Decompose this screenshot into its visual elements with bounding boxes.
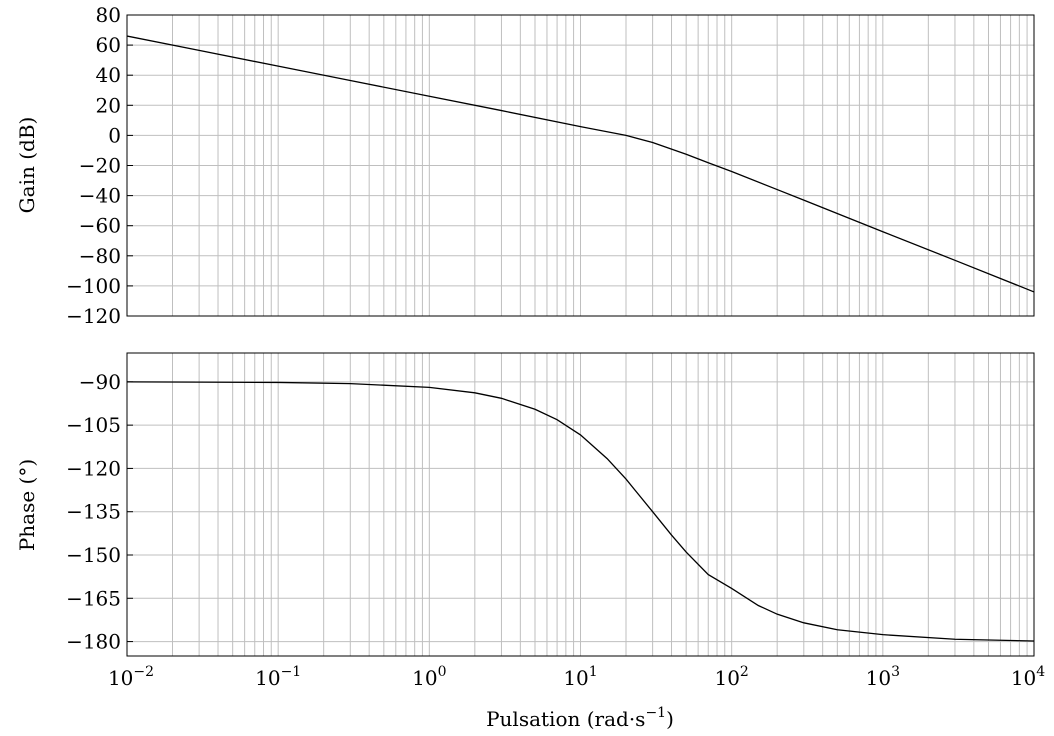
gain-grid	[127, 15, 1034, 316]
phase-curve	[126, 381, 1035, 642]
gain-y-tick-label: 0	[108, 123, 121, 147]
gain-panel: 80 60 40 20 0 −20 −40 −60 −80 −100 −120	[66, 3, 1035, 328]
gain-y-tick-label: −60	[79, 214, 121, 238]
gain-y-tick-label: 20	[96, 93, 121, 117]
phase-y-tick-label: −135	[66, 500, 121, 524]
gain-y-tick-label: −120	[66, 304, 121, 328]
phase-x-tick-label: 102	[714, 664, 748, 690]
phase-y-tick-label: −90	[79, 370, 121, 394]
gain-y-tick-label: −20	[79, 154, 121, 178]
gain-curve	[126, 35, 1035, 293]
x-axis-title: Pulsation (rad·s−1)	[486, 705, 674, 731]
gain-y-tick-label: 40	[96, 63, 121, 87]
phase-panel: −90 −105 −120 −135 −150 −165 −180 10−2 10−1 100 10…	[66, 352, 1045, 690]
phase-x-tick-label: 100	[412, 664, 446, 690]
phase-x-tick-label: 104	[1011, 664, 1045, 690]
phase-y-tick-label: −150	[66, 543, 121, 567]
phase-x-tick-label: 10−1	[255, 664, 301, 690]
phase-plot-frame	[126, 352, 1035, 657]
gain-y-tick-label: −40	[79, 184, 121, 208]
gain-y-axis-title: Gain (dB)	[15, 117, 39, 214]
gain-y-tick-label: −80	[79, 244, 121, 268]
phase-y-tick-label: −165	[66, 586, 121, 610]
gain-y-tick-label: −100	[66, 274, 121, 298]
phase-y-axis-title: Phase (°)	[15, 459, 39, 551]
gain-y-tick-label: 60	[96, 33, 121, 57]
phase-grid	[127, 353, 1034, 656]
phase-x-tick-label: 10−2	[108, 664, 154, 690]
phase-y-tick-label: −120	[66, 456, 121, 480]
gain-y-tick-label: 80	[96, 3, 121, 27]
phase-y-tick-label: −180	[66, 630, 121, 654]
phase-y-tick-label: −105	[66, 413, 121, 437]
phase-x-tick-label: 103	[866, 664, 900, 690]
phase-x-tick-label: 101	[563, 664, 597, 690]
